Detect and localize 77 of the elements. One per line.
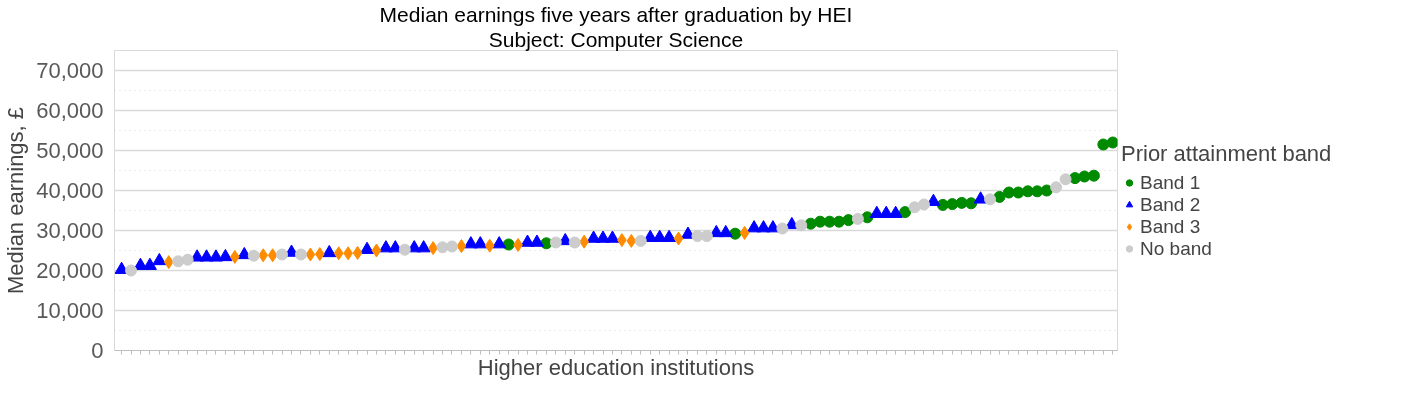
point: [851, 212, 864, 225]
point: [398, 243, 411, 256]
chart-subtitle: Subject: Computer Science: [488, 27, 744, 51]
y-tick-label: 0: [91, 338, 104, 363]
y-tick-label: 70,000: [36, 58, 104, 83]
point: [436, 241, 449, 254]
point: [549, 236, 562, 249]
point: [1012, 186, 1025, 199]
point: [869, 205, 884, 218]
point: [172, 255, 185, 268]
point: [626, 233, 637, 248]
point: [473, 236, 488, 249]
y-tick-label: 10,000: [36, 298, 104, 323]
point: [1040, 184, 1053, 197]
point: [634, 234, 647, 247]
point: [492, 236, 507, 249]
legend-label: Band 2: [1140, 193, 1201, 216]
legend-label: No band: [1140, 237, 1212, 260]
y-tick-label: 20,000: [36, 258, 104, 283]
y-tick-label: 30,000: [36, 218, 104, 243]
point: [1021, 185, 1034, 198]
point: [718, 224, 733, 238]
chart-title: Median earnings five years after graduation by HEI: [379, 2, 853, 26]
point: [899, 206, 912, 219]
point: [352, 245, 363, 260]
point: [1050, 181, 1063, 194]
point: [739, 225, 750, 240]
point: [294, 248, 307, 261]
point: [333, 246, 344, 261]
point: [765, 220, 780, 233]
point: [795, 219, 808, 232]
point: [152, 252, 167, 266]
point: [1097, 138, 1110, 151]
point: [416, 240, 431, 253]
point: [456, 239, 467, 254]
legend-label: Band 1: [1140, 171, 1201, 194]
point: [673, 231, 684, 246]
y-tick-label: 60,000: [36, 98, 104, 123]
y-axis-title: Median earnings, £: [3, 106, 29, 295]
point: [605, 230, 620, 243]
point: [984, 193, 997, 206]
point: [776, 222, 789, 235]
point: [908, 201, 921, 214]
point: [360, 241, 375, 254]
legend-title: Prior attainment band: [1121, 140, 1332, 167]
point: [125, 264, 138, 277]
point: [1106, 136, 1118, 149]
point: [888, 205, 903, 218]
point: [568, 236, 581, 249]
point: [1087, 169, 1100, 182]
point: [276, 248, 289, 261]
point: [917, 198, 930, 211]
point: [142, 257, 157, 270]
legend-label: Band 3: [1140, 215, 1201, 238]
point: [823, 215, 836, 228]
point: [247, 249, 260, 262]
point: [946, 198, 959, 211]
point: [267, 248, 278, 263]
x-axis-title: Higher education institutions: [477, 354, 755, 380]
point: [218, 248, 233, 262]
point: [163, 255, 174, 270]
point: [322, 244, 337, 258]
point: [181, 253, 194, 266]
y-tick-label: 50,000: [36, 138, 104, 163]
point: [314, 247, 325, 262]
point: [305, 247, 316, 262]
point: [1059, 173, 1072, 186]
point: [529, 234, 544, 247]
point: [662, 229, 677, 242]
point: [955, 196, 968, 209]
point: [258, 248, 269, 263]
point: [1002, 186, 1015, 199]
y-tick-label: 40,000: [36, 178, 104, 203]
point: [371, 243, 382, 258]
point: [484, 238, 495, 253]
point: [729, 227, 742, 240]
point: [842, 214, 855, 227]
